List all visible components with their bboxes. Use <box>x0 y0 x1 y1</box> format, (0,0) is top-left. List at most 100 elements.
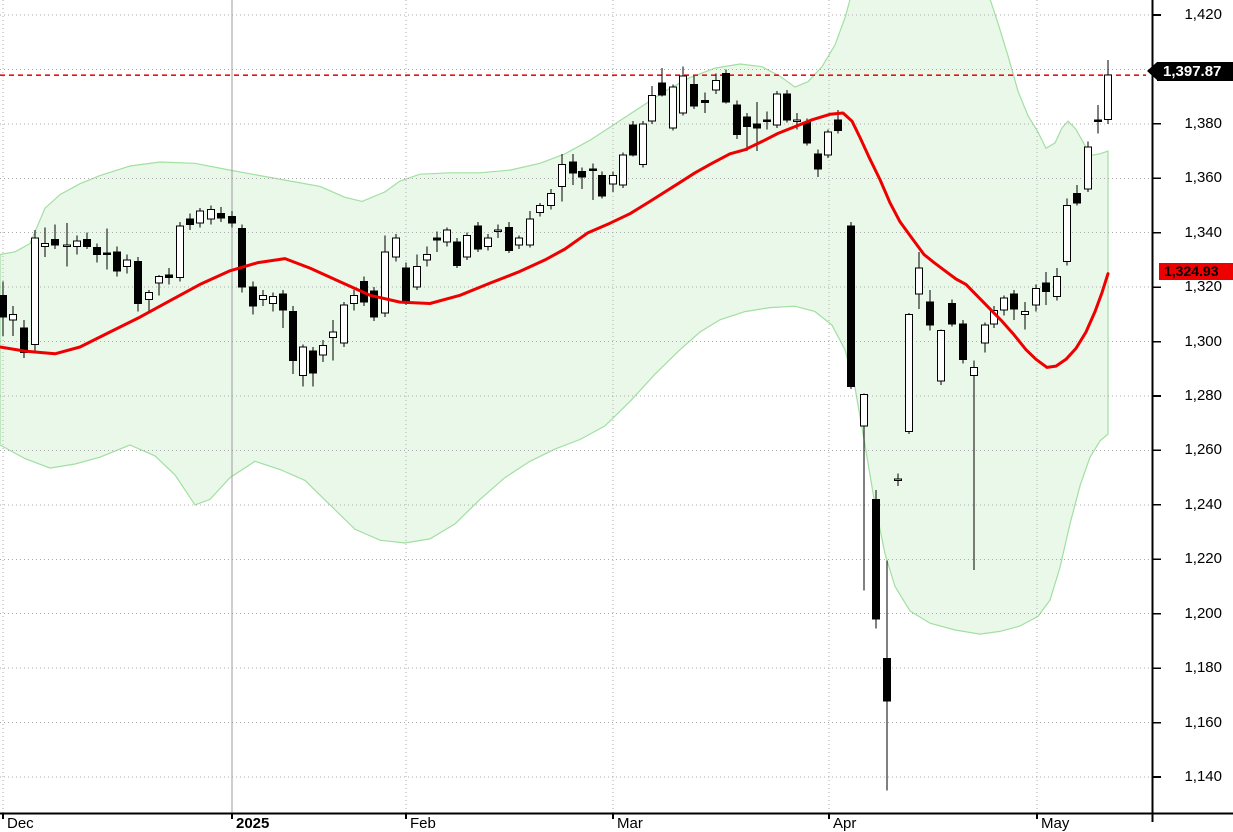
candle-up <box>970 366 978 377</box>
y-axis-label: 1,200 <box>1184 605 1222 622</box>
candle-down <box>165 274 173 279</box>
candle-up <box>1021 311 1029 315</box>
x-axis-label: Dec <box>7 815 34 832</box>
candle-up <box>207 209 215 220</box>
candle-up <box>824 131 832 156</box>
candle-up <box>145 292 153 300</box>
candle-down <box>948 303 956 325</box>
candle-down <box>847 225 855 387</box>
candle-up <box>1032 288 1040 306</box>
y-axis-label: 1,280 <box>1184 387 1222 404</box>
candle-down <box>134 260 142 304</box>
candle-up <box>31 237 39 345</box>
candle-up <box>894 478 902 482</box>
candle-up <box>463 234 471 258</box>
candle-up <box>269 296 277 305</box>
candle-up <box>73 240 81 247</box>
candle-down <box>289 311 297 362</box>
candle-down <box>722 73 730 103</box>
y-axis-label: 1,160 <box>1184 714 1222 731</box>
candle-down <box>743 116 751 128</box>
y-axis-label: 1,240 <box>1184 496 1222 513</box>
y-axis-label: 1,340 <box>1184 224 1222 241</box>
candle-up <box>609 175 617 185</box>
candle-up <box>981 324 989 344</box>
candle-down <box>186 218 194 226</box>
candle-down <box>733 104 741 136</box>
y-axis-label: 1,320 <box>1184 278 1222 295</box>
candle-down <box>569 161 577 174</box>
candle-down <box>249 286 257 307</box>
candle-up <box>547 192 555 207</box>
last-price-tag-arrow-icon <box>1147 62 1157 80</box>
candle-up <box>443 229 451 243</box>
candle-down <box>453 241 461 266</box>
candle-up <box>340 304 348 344</box>
candle-up <box>679 75 687 114</box>
candle-down <box>505 226 513 251</box>
candle-up <box>329 331 337 338</box>
candle-up <box>319 345 327 356</box>
candle-up <box>648 94 656 122</box>
candle-up <box>860 394 868 427</box>
candle-up <box>1063 205 1071 262</box>
candle-down <box>238 228 246 288</box>
candle-down <box>217 213 225 219</box>
candle-up <box>484 237 492 247</box>
candle-up <box>123 259 131 268</box>
y-axis-label: 1,140 <box>1184 768 1222 785</box>
candle-up <box>196 210 204 224</box>
candle-down <box>279 293 287 311</box>
y-axis-label: 1,180 <box>1184 659 1222 676</box>
candle-down <box>1042 282 1050 292</box>
candle-down <box>926 301 934 326</box>
candle-up <box>558 164 566 187</box>
candle-down <box>51 239 59 246</box>
candle-up <box>41 243 49 247</box>
candle-up <box>392 237 400 258</box>
candle-up <box>1053 275 1061 298</box>
candle-up <box>937 330 945 382</box>
candle-up <box>155 275 163 284</box>
candle-down <box>1073 192 1081 204</box>
last-price-tag-label: 1,397.87 <box>1163 63 1222 80</box>
candle-down <box>103 252 111 256</box>
y-axis-label: 1,300 <box>1184 333 1222 350</box>
candle-up <box>350 294 358 304</box>
candle-up <box>515 237 523 246</box>
y-axis-label: 1,260 <box>1184 441 1222 458</box>
ma-value-tag-label: 1,324.93 <box>1164 263 1219 279</box>
candle-down <box>763 119 771 122</box>
candle-down <box>701 100 709 103</box>
moving-average-line <box>0 111 1110 369</box>
candle-down <box>20 327 28 353</box>
candle-up <box>381 251 389 314</box>
candle-down <box>658 82 666 96</box>
candle-up <box>619 154 627 186</box>
candle-down <box>872 498 880 620</box>
candle-down <box>474 225 482 250</box>
candle-down <box>0 294 7 318</box>
candle-up <box>639 123 647 166</box>
x-axis-label: 2025 <box>236 815 270 832</box>
x-axis-label: Mar <box>617 815 643 832</box>
candle-down <box>783 93 791 121</box>
candle-down <box>370 290 378 318</box>
candle-down <box>959 323 967 360</box>
candle-up <box>915 267 923 295</box>
candle-down <box>803 122 811 144</box>
candle-down <box>113 251 121 272</box>
candle-down <box>598 175 606 197</box>
candle-down <box>753 123 761 129</box>
candle-down <box>629 124 637 156</box>
candle-up <box>63 244 71 248</box>
x-axis-label: Feb <box>410 815 436 832</box>
candle-up <box>1104 74 1112 121</box>
ma-value-tag: 1,324.93 <box>1159 263 1233 280</box>
candle-up <box>299 346 307 377</box>
candle-up <box>423 254 431 261</box>
candle-up <box>793 119 801 122</box>
